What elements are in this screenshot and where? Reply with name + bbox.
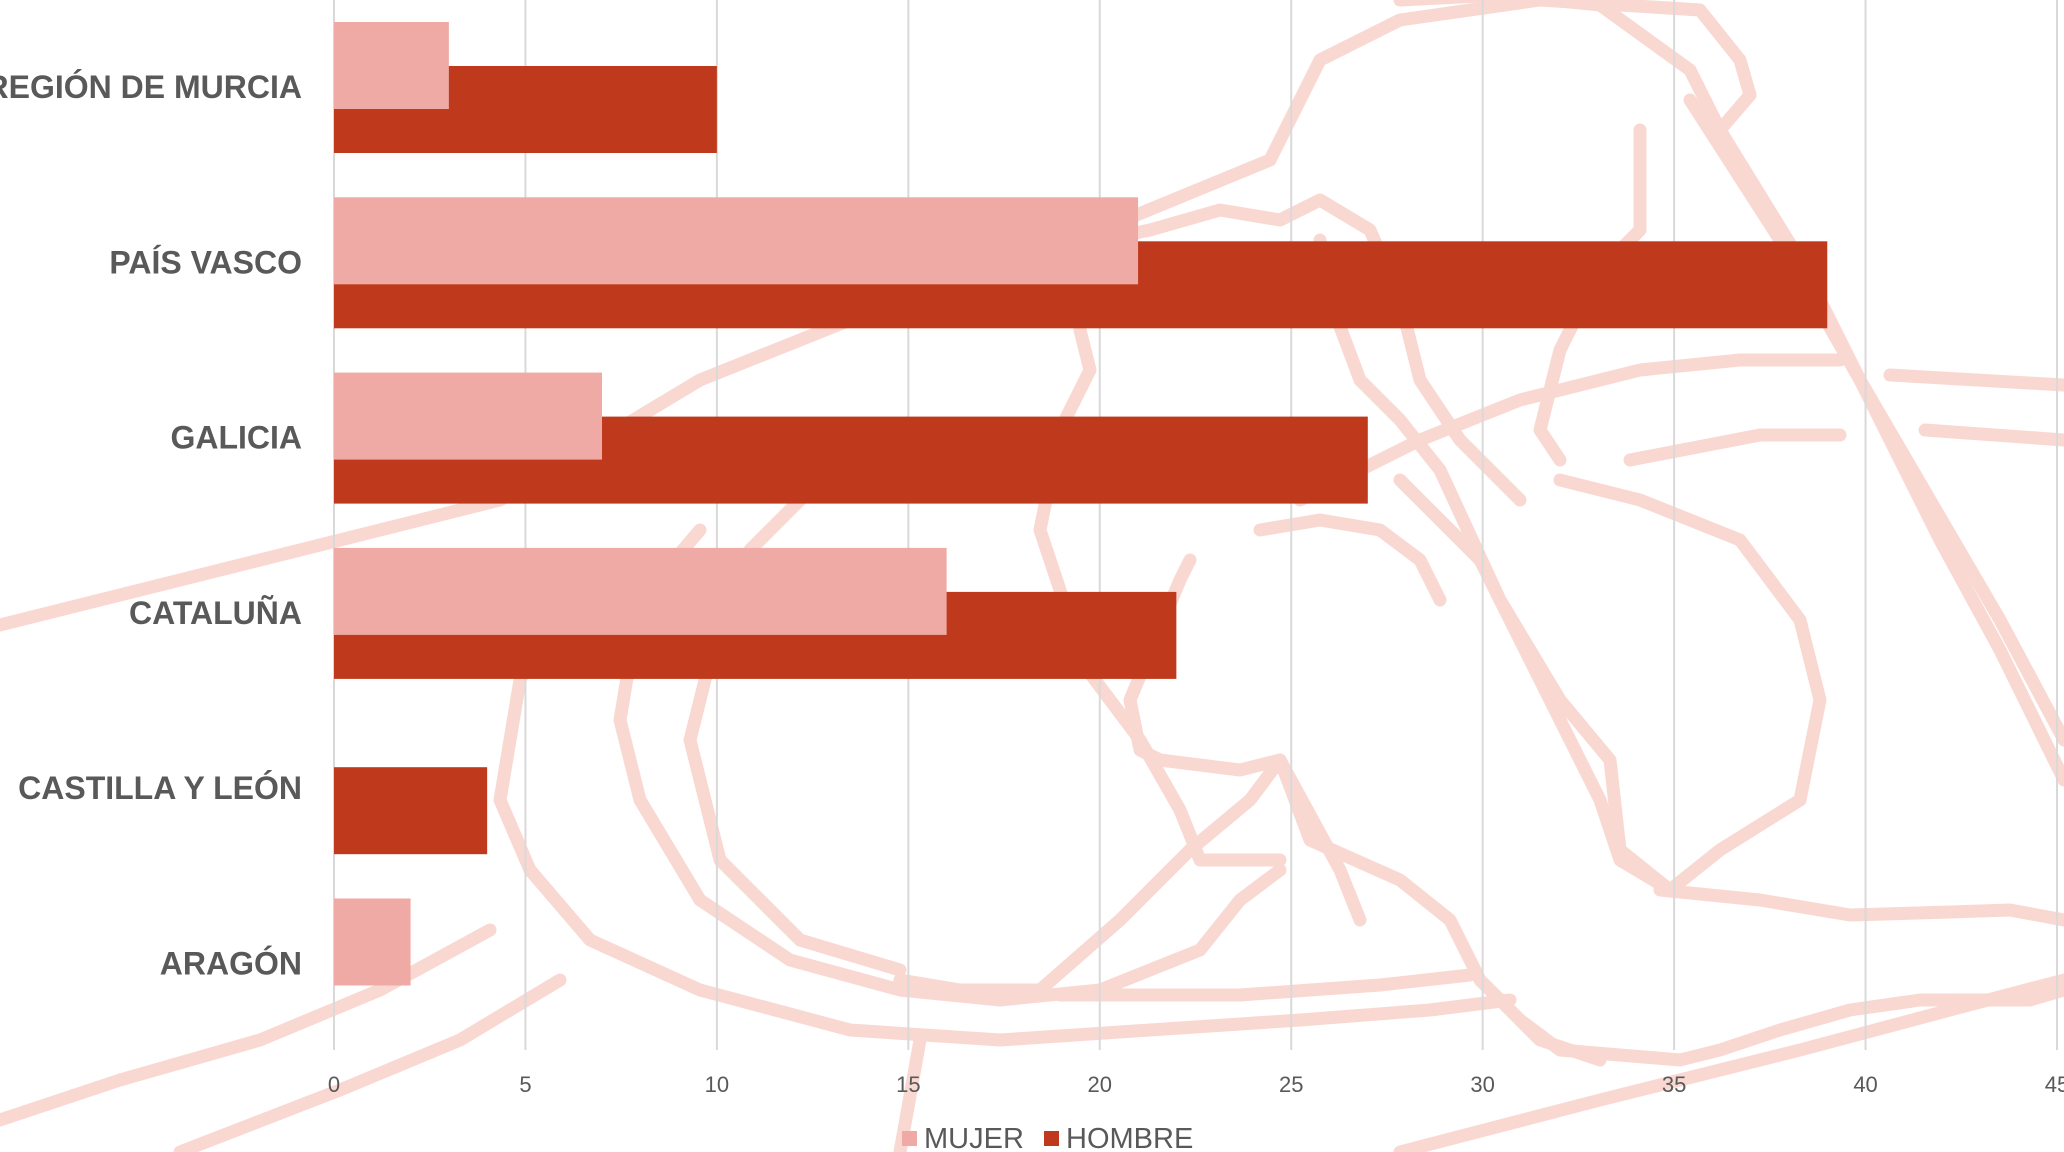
bar-mujer-0 [334,22,449,109]
category-labels: REGIÓN DE MURCIA PAÍS VASCO GALICIA CATALUÑ… [0,69,302,982]
x-tick-label: 25 [1279,1072,1303,1097]
x-tick-label: 0 [328,1072,340,1097]
x-tick-label: 45 [2045,1072,2064,1097]
category-label: ARAGÓN [160,946,302,982]
bar-hombre-4 [334,767,488,855]
x-tick-label: 40 [1853,1072,1877,1097]
legend: MUJER HOMBRE [902,1123,1193,1152]
category-label: CASTILLA Y LEÓN [18,770,302,806]
bar-mujer-3 [334,547,947,635]
x-tick-label: 5 [519,1072,531,1097]
category-label: REGIÓN DE MURCIA [0,69,302,105]
legend-label-mujer: MUJER [924,1123,1024,1152]
category-label: GALICIA [170,420,302,456]
legend-swatch-mujer [902,1131,917,1146]
x-tick-label: 30 [1470,1072,1494,1097]
bars [334,22,1828,986]
category-label: CATALUÑA [129,595,302,631]
x-tick-label: 35 [1662,1072,1686,1097]
x-tick-label: 15 [896,1072,920,1097]
bar-mujer-2 [334,372,603,460]
legend-swatch-hombre [1044,1131,1059,1146]
x-tick-label: 20 [1088,1072,1112,1097]
legend-label-hombre: HOMBRE [1066,1123,1193,1152]
bar-mujer-1 [334,197,1139,285]
bar-mujer-5 [334,898,411,986]
category-label: PAÍS VASCO [109,244,302,280]
x-axis-tick-labels: 0 5 10 15 20 25 30 35 40 45 [328,1072,2064,1097]
gridlines [333,0,2058,1050]
x-tick-label: 10 [705,1072,729,1097]
